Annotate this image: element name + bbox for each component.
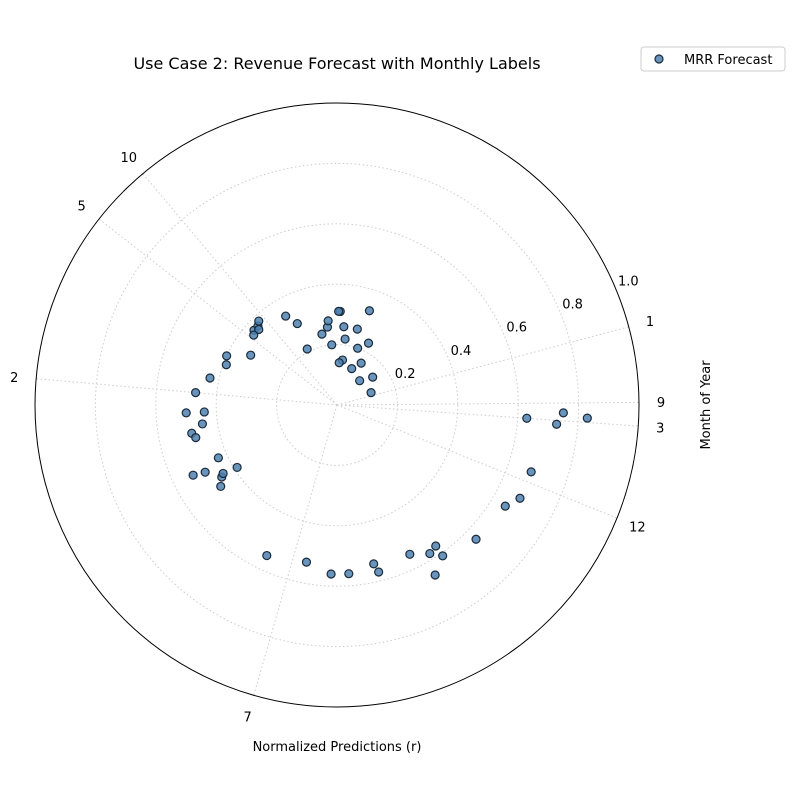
- y-axis-label: Month of Year: [699, 360, 714, 450]
- grid-spoke-2: [336, 401, 639, 406]
- data-point: [339, 322, 349, 332]
- data-point: [222, 351, 232, 361]
- legend-box: [640, 46, 786, 72]
- grid-circle-1: [215, 283, 459, 527]
- data-point: [363, 338, 374, 348]
- data-point: [405, 549, 415, 559]
- theta-tick-label: 5: [78, 200, 86, 215]
- data-point: [249, 330, 259, 340]
- data-point: [355, 376, 365, 386]
- grid-spoke-0: [336, 326, 629, 406]
- data-point: [188, 470, 198, 480]
- data-point: [181, 408, 191, 418]
- grid-circle-3: [94, 162, 580, 648]
- theta-tick-label: 2: [10, 371, 18, 386]
- theta-tick-label: 10: [120, 151, 137, 166]
- polar-frame: [34, 102, 640, 708]
- data-point: [326, 569, 336, 579]
- polar-grid: [36, 162, 639, 696]
- data-point: [221, 360, 231, 370]
- scatter-points: [181, 306, 592, 580]
- data-point: [369, 559, 379, 569]
- data-point: [327, 340, 337, 350]
- data-point: [558, 408, 568, 418]
- data-point: [317, 329, 327, 339]
- data-point: [191, 388, 201, 398]
- data-point: [425, 548, 435, 559]
- grid-spoke-4: [98, 218, 338, 406]
- data-point: [334, 358, 344, 368]
- data-point: [191, 433, 201, 443]
- theta-tick-label: 7: [244, 710, 252, 725]
- data-point: [347, 363, 357, 374]
- data-point: [366, 388, 376, 398]
- data-point: [281, 311, 291, 321]
- data-point: [352, 324, 362, 334]
- data-point: [430, 570, 440, 580]
- data-point: [582, 413, 592, 423]
- data-point: [515, 493, 525, 503]
- r-tick-label: 0.8: [562, 298, 583, 313]
- data-point: [200, 467, 210, 477]
- data-point: [323, 316, 333, 326]
- data-point: [292, 318, 302, 329]
- data-point: [262, 550, 272, 561]
- data-point: [438, 551, 448, 561]
- data-point: [431, 541, 441, 551]
- legend-label-mrr-forecast: MRR Forecast: [684, 53, 772, 68]
- data-point: [254, 316, 264, 326]
- grid-circle-2: [155, 223, 519, 587]
- data-point: [500, 501, 510, 511]
- data-point: [246, 350, 256, 360]
- data-point: [374, 567, 384, 577]
- x-axis-label: Normalized Predictions (r): [253, 740, 422, 755]
- theta-tick-label: 9: [657, 396, 665, 411]
- data-point: [302, 344, 312, 354]
- data-point: [522, 413, 532, 423]
- grid-spoke-6: [36, 378, 338, 406]
- data-point: [205, 373, 215, 383]
- r-tick-label: 0.6: [506, 321, 527, 336]
- data-point: [344, 569, 354, 579]
- data-point: [353, 343, 363, 353]
- data-point: [356, 358, 366, 368]
- theta-tick-label: 12: [629, 520, 646, 535]
- data-point: [552, 419, 562, 429]
- data-point: [199, 407, 209, 417]
- chart-title: Use Case 2: Revenue Forecast with Monthl…: [133, 54, 540, 73]
- grid-spoke-3: [336, 404, 618, 519]
- grid-spoke-5: [142, 173, 338, 406]
- data-point: [232, 462, 242, 473]
- data-point: [368, 372, 378, 382]
- data-point: [254, 324, 264, 335]
- legend-marker: [654, 54, 664, 64]
- data-point: [364, 306, 375, 316]
- data-point: [334, 306, 344, 316]
- data-point: [197, 419, 208, 429]
- angular-tick-labels: 1 3 9 12 5 10 2 7: [10, 151, 665, 726]
- r-tick-label: 1.0: [618, 274, 639, 289]
- data-point: [213, 453, 223, 463]
- legend: MRR Forecast: [640, 46, 786, 72]
- theta-tick-label: 1: [646, 315, 654, 330]
- data-point: [218, 468, 228, 479]
- data-point: [216, 481, 226, 492]
- data-point: [301, 557, 312, 567]
- radial-tick-labels: 0.2 0.4 0.6 0.8 1.0: [395, 274, 639, 381]
- data-point: [471, 534, 481, 544]
- theta-tick-label: 3: [656, 422, 664, 437]
- r-tick-label: 0.2: [395, 367, 416, 382]
- data-point: [526, 467, 536, 477]
- data-point: [340, 334, 350, 344]
- grid-circle-0: [276, 344, 398, 466]
- r-tick-label: 0.4: [451, 344, 472, 359]
